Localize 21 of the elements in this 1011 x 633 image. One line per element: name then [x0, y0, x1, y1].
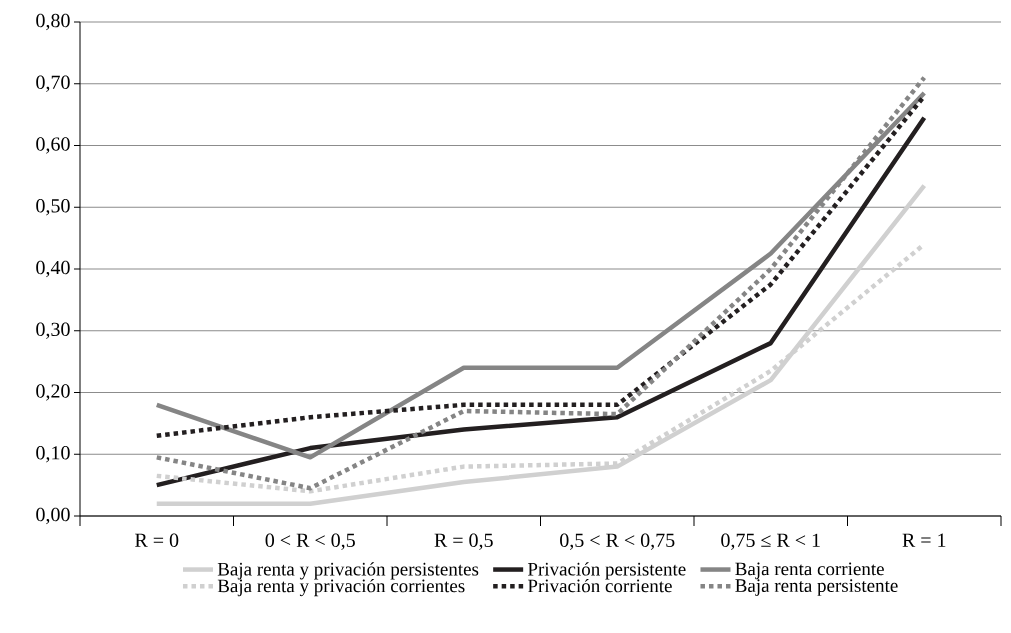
- legend-label: Baja renta corriente: [735, 562, 884, 580]
- legend-label: Privación persistente: [527, 562, 686, 580]
- line-series: [154, 183, 927, 506]
- x-tick-label: 0,5 < R < 0,75: [560, 533, 675, 550]
- y-tick-label: 0,80: [36, 13, 70, 31]
- y-tick-label: 0,10: [36, 446, 70, 463]
- x-tick-label: R = 1: [902, 533, 946, 547]
- x-tick-label: 0 < R < 0,5: [265, 533, 355, 550]
- legend-label: Baja renta persistente: [735, 579, 898, 596]
- y-tick-label: 0,60: [36, 137, 70, 154]
- y-tick-label: 0,70: [36, 75, 70, 92]
- y-tick-label: 0,30: [36, 322, 70, 339]
- legend-label: Privación corriente: [527, 578, 672, 593]
- x-tick-label: R = 0: [135, 533, 179, 548]
- x-tick-label: 0,75 ≤ R < 1: [721, 533, 820, 550]
- y-tick-label: 0,50: [36, 199, 70, 216]
- x-tick-label: R = 0,5: [434, 533, 493, 550]
- y-tick-label: 0,20: [36, 384, 70, 401]
- legend-label: Baja renta y privación persistentes: [217, 562, 479, 580]
- y-tick-label: 0,40: [36, 260, 70, 278]
- y-tick-label: 0,00: [36, 507, 70, 525]
